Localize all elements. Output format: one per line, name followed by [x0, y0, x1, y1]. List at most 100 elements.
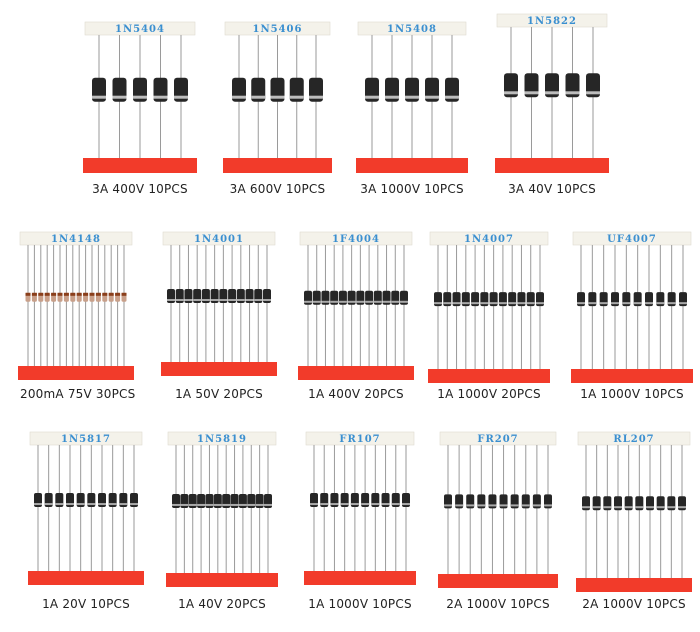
top-paper-tape: [572, 231, 692, 246]
diode: [330, 245, 339, 380]
cathode-band: [434, 302, 442, 305]
bottom-red-tape: [223, 158, 332, 173]
bottom-red-tape: [438, 574, 558, 588]
kit-caption: 1A 1000V 20PCS: [437, 387, 541, 401]
diode: [213, 445, 222, 587]
bottom-red-tape: [166, 573, 278, 587]
cathode-band: [526, 302, 535, 305]
diode: [614, 445, 622, 592]
diode-strip-picture: 1N5408: [356, 21, 468, 173]
diode: [289, 35, 304, 173]
diode: [245, 245, 254, 376]
cathode-band: [92, 95, 106, 99]
bottom-red-tape: [298, 366, 414, 380]
cathode-band: [289, 95, 304, 99]
cathode-band: [83, 292, 89, 296]
cathode-band: [391, 300, 400, 303]
kit-caption: 3A 400V 10PCS: [92, 182, 188, 196]
diode: [532, 445, 541, 588]
diode: [586, 27, 600, 173]
cathode-band: [443, 302, 452, 305]
cathode-band: [251, 95, 266, 99]
cathode-band: [402, 503, 410, 506]
part-number-label: 1N5822: [527, 16, 577, 27]
cathode-band: [205, 503, 214, 506]
diode: [102, 245, 108, 380]
cathode-band: [51, 292, 57, 296]
cathode-band: [232, 95, 246, 99]
diode: [545, 27, 559, 173]
top-paper-tape: [577, 431, 691, 446]
diode: [517, 245, 526, 383]
cathode-band: [255, 503, 264, 506]
cathode-band: [480, 302, 489, 305]
diode: [508, 245, 517, 383]
cathode-band: [175, 299, 184, 301]
diode: [365, 35, 379, 173]
cathode-band: [340, 503, 349, 506]
diode: [356, 245, 365, 380]
cathode-band: [622, 302, 631, 305]
diode: [645, 245, 653, 383]
diode: [477, 445, 486, 588]
kit-caption: 200mA 75V 30PCS: [20, 387, 136, 401]
part-number-label: 1N4007: [464, 234, 514, 245]
kit-caption: 2A 1000V 10PCS: [582, 597, 686, 611]
diode: [38, 245, 44, 380]
diode: [434, 245, 442, 383]
diode: [112, 35, 127, 173]
top-paper-tape: [439, 431, 557, 446]
diode: [371, 445, 380, 585]
diode: [55, 445, 64, 585]
diode-strip-picture: 1N4007: [428, 231, 550, 383]
kit-caption: 1A 20V 10PCS: [42, 597, 130, 611]
kit-caption: 1A 50V 20PCS: [175, 387, 263, 401]
cathode-band: [498, 302, 507, 305]
diode: [108, 245, 114, 380]
cathode-band: [245, 299, 254, 301]
cathode-band: [304, 300, 312, 303]
cathode-band: [667, 506, 676, 509]
top-paper-tape: [19, 231, 133, 246]
bottom-red-tape: [571, 369, 693, 383]
diode-kit-fr107: FR107 1A 1000V 10PCS: [304, 430, 416, 613]
cathode-band: [219, 299, 228, 301]
cathode-band: [264, 503, 272, 506]
part-number-label: RL207: [613, 434, 654, 445]
kit-caption: 2A 1000V 10PCS: [446, 597, 550, 611]
diode: [251, 35, 266, 173]
diode-strip-picture: 1N5406: [223, 21, 332, 173]
diode: [205, 445, 214, 587]
diode: [635, 445, 644, 592]
diode-strip-picture: 1N5817: [28, 431, 144, 585]
cathode-band: [121, 292, 127, 296]
diode: [373, 245, 382, 380]
bottom-red-tape: [28, 571, 144, 585]
diode: [667, 445, 676, 592]
diode: [656, 445, 665, 592]
cathode-band: [236, 299, 245, 301]
diode-kit-1f4004: 1F4004 1A 400V 20PCS: [298, 230, 414, 403]
cathode-band: [356, 300, 365, 303]
cathode-band: [44, 292, 50, 296]
diode-strip-picture: FR107: [304, 431, 416, 585]
cathode-band: [108, 503, 117, 506]
cathode-band: [263, 299, 271, 301]
diode: [44, 245, 50, 380]
cathode-band: [536, 302, 544, 305]
cathode-band: [112, 95, 127, 99]
cathode-band: [645, 302, 653, 305]
diode: [174, 35, 188, 173]
diode: [565, 27, 580, 173]
diode-kit-1n4001: 1N4001 1A 50V 20PCS: [161, 230, 277, 403]
diode-strip-picture: 1N4001: [161, 231, 277, 376]
cathode-band: [330, 503, 339, 506]
cathode-band: [213, 503, 222, 506]
cathode-band: [489, 302, 498, 305]
diode: [471, 245, 480, 383]
cathode-band: [510, 504, 519, 507]
diode: [489, 245, 498, 383]
part-number-label: 1N4001: [194, 234, 244, 245]
diode: [309, 35, 323, 173]
cathode-band: [455, 504, 464, 507]
